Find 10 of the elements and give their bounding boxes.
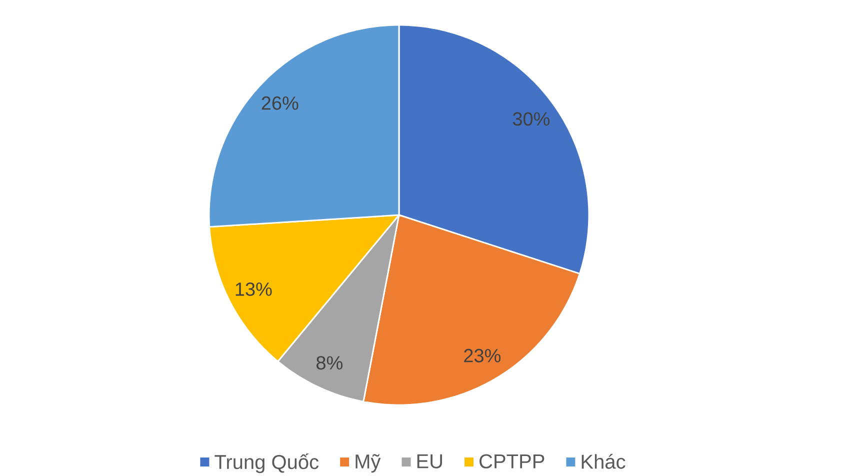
legend-label: Mỹ [356, 454, 381, 473]
data-label: 8% [316, 356, 342, 370]
legend-label: Khác [582, 454, 626, 469]
data-label: 23% [464, 348, 501, 362]
data-label: 13% [236, 282, 272, 296]
legend-label: Trung Quốc [214, 454, 319, 474]
data-label: 26% [262, 96, 298, 110]
legend-label: EU [417, 454, 442, 468]
data-label: 30% [512, 112, 550, 126]
legend-label: CPTPP [480, 454, 544, 468]
